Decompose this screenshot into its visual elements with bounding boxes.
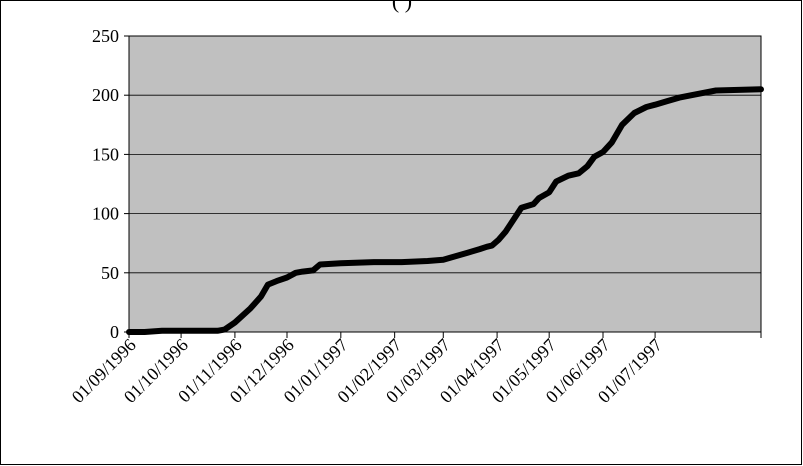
y-tick-label: 250: [92, 26, 119, 46]
series-line: [126, 86, 764, 335]
y-tick-label: 150: [92, 144, 119, 164]
y-tick-label: 200: [92, 85, 119, 105]
y-tick-label: 100: [92, 204, 119, 224]
y-tick-label: 0: [110, 322, 119, 342]
y-tick-label: 50: [101, 263, 119, 283]
chart-title: ( ): [391, 0, 413, 13]
plot-area: [128, 35, 762, 333]
